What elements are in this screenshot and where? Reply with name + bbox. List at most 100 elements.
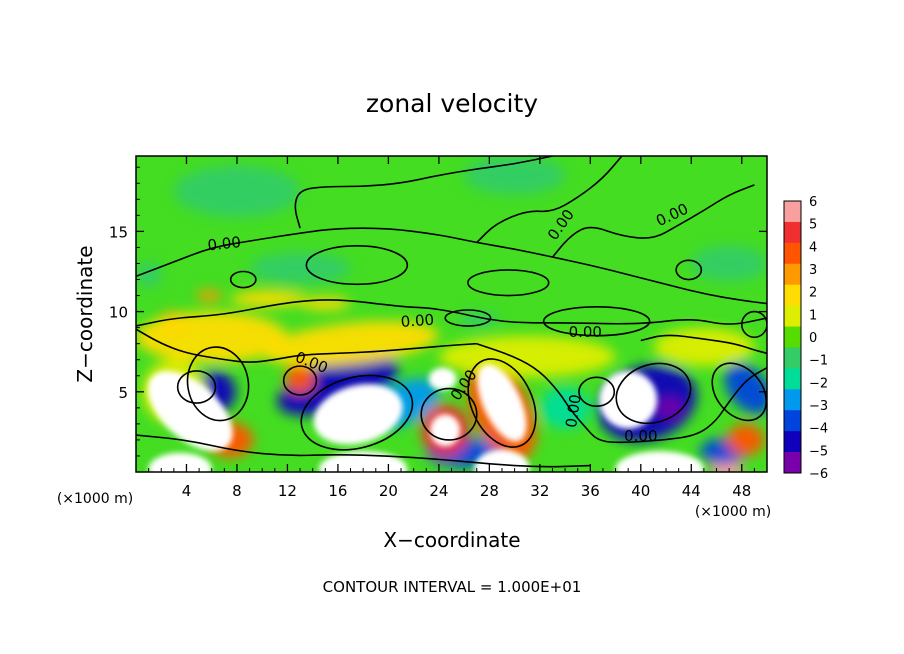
contour-label-7: 0.00 — [562, 393, 584, 429]
colorbar-label-10: −4 — [809, 422, 828, 437]
colorbar-swatch-11 — [784, 431, 801, 453]
closed-contour-12 — [300, 374, 414, 451]
colorbar-swatch-6 — [784, 326, 801, 348]
field-cores — [147, 364, 704, 472]
contour-label-0: 0.00 — [207, 233, 242, 254]
field-region-25 — [726, 423, 765, 456]
x-tick-label-10: 44 — [682, 482, 701, 500]
x-tick-label-3: 16 — [328, 482, 347, 500]
field-region-2 — [477, 364, 527, 442]
x-tick-label-5: 24 — [429, 482, 448, 500]
colorbar-label-12: −6 — [809, 467, 828, 482]
closed-contour-3 — [305, 245, 409, 286]
colorbar-swatch-4 — [784, 284, 801, 307]
contour-line-8 — [640, 334, 767, 355]
x-axis-label: X−coordinate — [383, 528, 520, 552]
field-region-33 — [653, 327, 755, 367]
field-region-29 — [300, 297, 351, 310]
colorbar-label-1: 5 — [809, 218, 817, 233]
y-axis: 5 10 15 — [109, 166, 767, 457]
field-region-38 — [249, 252, 351, 285]
contour-lines — [136, 156, 767, 468]
field-region-11 — [277, 355, 399, 416]
colorbar-label-0: 6 — [809, 195, 817, 210]
closed-contour-14 — [711, 362, 767, 422]
closed-contour-13 — [420, 387, 478, 441]
closed-contour-1 — [229, 270, 257, 289]
y-axis-label: Z−coordinate — [73, 245, 97, 382]
field-region-36 — [464, 156, 566, 195]
field-region-28 — [230, 290, 307, 307]
colorbar-label-7: −1 — [809, 354, 828, 369]
x-axis: 4 8 12 16 20 24 28 32 36 40 44 48 — [148, 156, 755, 500]
closed-contour-7 — [444, 309, 492, 327]
field-region-37 — [691, 245, 767, 282]
closed-contour-10 — [282, 365, 318, 396]
field-region-3 — [599, 370, 658, 429]
closed-contour-8 — [578, 376, 616, 408]
closed-contour-2 — [467, 269, 550, 297]
field-region-35 — [173, 165, 301, 217]
colorbar-swatch-10 — [784, 410, 801, 432]
x-axis-unit-right: (×1000 m) — [695, 504, 771, 520]
colorbar-label-5: 1 — [809, 308, 817, 323]
colorbar-label-11: −5 — [809, 444, 828, 459]
x-tick-label-9: 40 — [631, 482, 650, 500]
contour-label-6: 0.00 — [569, 323, 602, 341]
contour-label-1: 0.00 — [400, 311, 435, 331]
closed-contour-11 — [467, 358, 537, 448]
x-tick-label-0: 4 — [182, 482, 192, 500]
x-tick-label-6: 28 — [480, 482, 499, 500]
closed-contour-5 — [675, 259, 703, 281]
contour-line-3 — [476, 156, 623, 244]
colorbar-swatch-0 — [784, 201, 801, 223]
field-region-30 — [136, 311, 288, 363]
colorbar-swatch-12 — [784, 452, 801, 474]
colorbar-frame — [783, 200, 802, 474]
x-tick-label-4: 20 — [379, 482, 398, 500]
plot-area: 0.000.000.000.000.00 0.000.000.000.00 — [136, 156, 767, 472]
x-tick-label-8: 36 — [581, 482, 600, 500]
colorbar-label-6: 0 — [809, 331, 817, 346]
contour-line-7 — [136, 434, 591, 468]
field-region-23 — [284, 364, 316, 394]
contour-line-4 — [551, 184, 755, 258]
y-tick-label-1: 10 — [109, 304, 128, 322]
colorbar-label-8: −2 — [809, 376, 828, 391]
colorbar-label-3: 3 — [809, 263, 817, 278]
closed-contour-6 — [740, 310, 767, 339]
y-tick-label-2: 15 — [109, 223, 128, 241]
x-tick-label-1: 8 — [232, 482, 242, 500]
chart-title: zonal velocity — [366, 89, 538, 118]
field-region-4 — [430, 414, 461, 447]
contour-line-5 — [136, 328, 477, 363]
field-region-14 — [657, 398, 683, 418]
x-tick-label-7: 32 — [530, 482, 549, 500]
colorbar: 6 5 4 3 2 1 0 −1 −2 −3 −4 −5 −6 — [783, 195, 828, 482]
contour-label-8: 0.00 — [624, 427, 657, 445]
closed-contour-15 — [186, 346, 250, 422]
colorbar-swatch-9 — [784, 389, 801, 411]
colorbar-label-4: 2 — [809, 286, 817, 301]
contour-line-0 — [136, 299, 767, 327]
colorbar-swatch-5 — [784, 305, 801, 328]
field-region-7 — [148, 452, 212, 472]
colorbar-swatch-8 — [784, 368, 801, 390]
field-region-0 — [147, 370, 233, 452]
colorbar-swatch-7 — [784, 347, 801, 369]
colorbar-swatch-3 — [784, 263, 801, 286]
closed-contour-4 — [542, 305, 651, 337]
closed-contour-9 — [615, 362, 692, 425]
x-axis-unit: (×1000 m) — [57, 491, 133, 507]
colorbar-label-2: 4 — [809, 240, 817, 255]
contour-line-2 — [294, 156, 553, 229]
y-tick-label-0: 5 — [118, 384, 128, 402]
colorbar-swatch-1 — [784, 221, 801, 244]
field-region-27 — [196, 289, 222, 302]
colorbar-swatch-2 — [784, 242, 801, 265]
field-region-9 — [615, 451, 704, 472]
closed-contour-0 — [176, 370, 217, 404]
contour-interval-note: CONTOUR INTERVAL = 1.000E+01 — [323, 578, 582, 596]
x-tick-label-2: 12 — [278, 482, 297, 500]
